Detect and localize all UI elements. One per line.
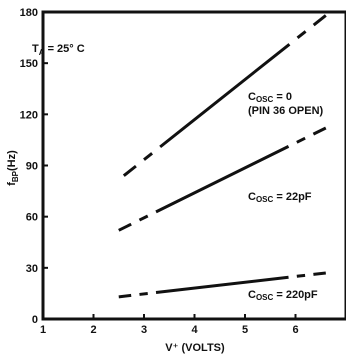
series-2-segment	[296, 136, 306, 144]
series-2-line	[118, 126, 327, 232]
series-labels: COSC = 0(PIN 36 OPEN) COSC = 22pF COSC = 2…	[248, 91, 324, 302]
y-tick-label: 120	[20, 109, 38, 121]
series-3-segment	[139, 291, 148, 296]
series-2-segment	[118, 222, 132, 232]
series-1-line	[122, 14, 327, 177]
series-3-label: COSC = 220pF	[248, 289, 318, 302]
series-1-segment	[122, 164, 137, 177]
series-lines	[118, 14, 327, 299]
y-tick-label: 90	[26, 161, 38, 173]
series-3-segment	[313, 271, 326, 276]
plot-border	[41, 10, 346, 321]
series-3-segment	[296, 273, 306, 278]
y-tick-label: 150	[20, 58, 38, 70]
series-2-label: COSC = 22pF	[248, 191, 312, 204]
series-1-segment	[296, 30, 307, 40]
series-3-segment	[118, 293, 132, 299]
series-1-label-line2: (PIN 36 OPEN)	[248, 105, 324, 117]
series-3-segment	[155, 275, 289, 295]
y-tick-label: 30	[26, 263, 38, 275]
x-tick-label: 3	[141, 324, 147, 336]
temperature-annotation: TA = 25° C	[32, 43, 85, 57]
series-1-segment	[159, 43, 291, 149]
y-axis-ticks: 0 30 60 90 120 150 180	[20, 7, 48, 326]
series-3-line	[118, 271, 326, 299]
y-tick-label: 60	[26, 212, 38, 224]
y-axis-label: fBP(Hz)	[6, 150, 20, 186]
y-tick-label: 0	[32, 314, 38, 326]
plot-frame	[41, 10, 346, 321]
x-axis-ticks: 1 2 3 4 5 6	[40, 314, 299, 336]
series-1-label: COSC = 0	[248, 91, 292, 104]
series-2-segment	[155, 145, 290, 214]
x-tick-label: 6	[292, 324, 298, 336]
x-tick-label: 4	[191, 324, 198, 336]
x-tick-label: 5	[242, 324, 248, 336]
series-1-segment	[143, 152, 154, 161]
series-2-segment	[312, 126, 327, 136]
series-1-segment	[312, 14, 327, 27]
y-tick-label: 180	[20, 7, 38, 19]
series-2-segment	[138, 214, 149, 222]
x-tick-label: 2	[90, 324, 96, 336]
x-tick-label: 1	[40, 324, 46, 336]
x-axis-label: V⁺ (VOLTS)	[165, 342, 225, 354]
